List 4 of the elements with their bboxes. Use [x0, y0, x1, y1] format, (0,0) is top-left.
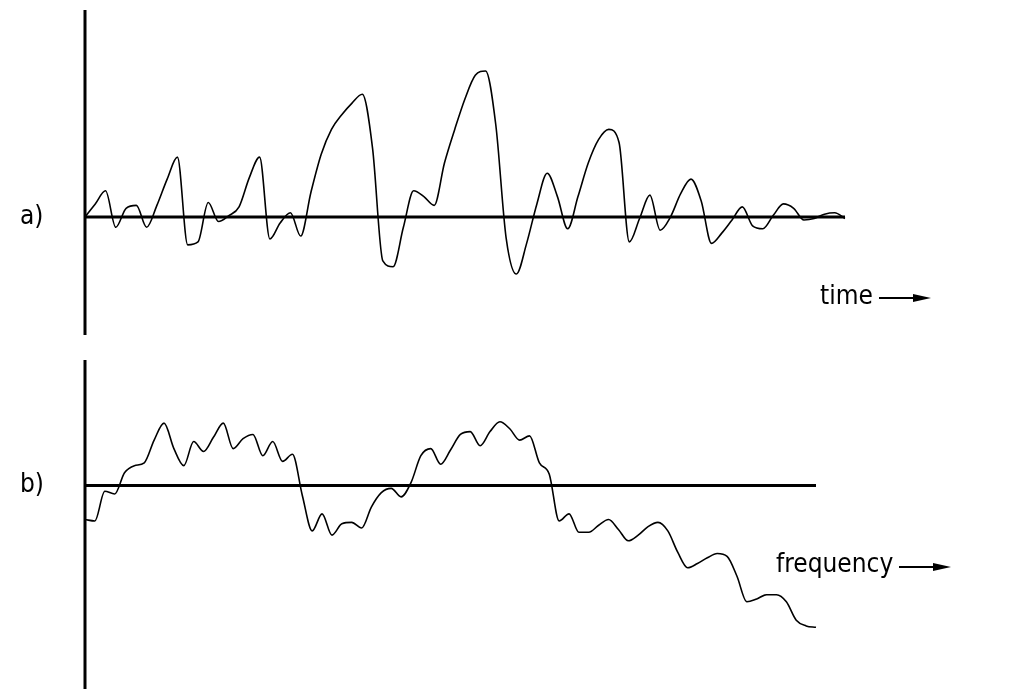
text: a): [20, 199, 44, 230]
text: b): [20, 468, 44, 499]
x-axis-title: time: [820, 279, 873, 310]
x-axis-title: frequency: [776, 548, 894, 579]
